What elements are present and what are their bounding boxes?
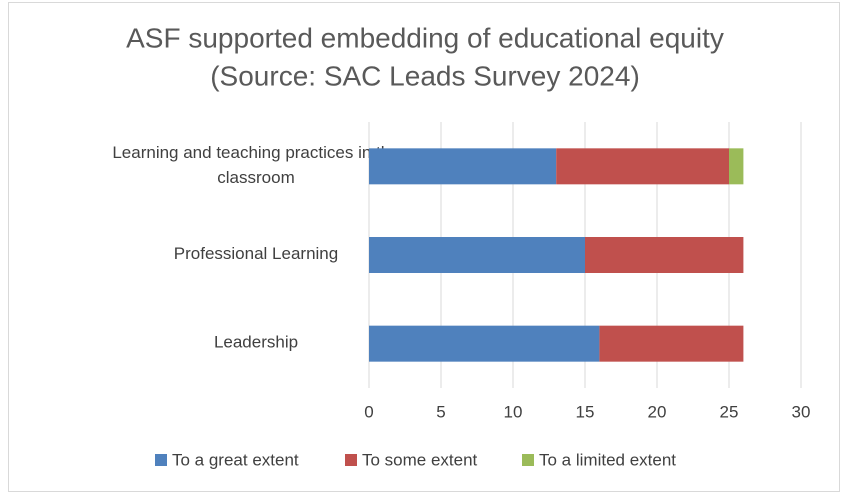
legend-swatch bbox=[522, 454, 534, 466]
x-tick-label: 30 bbox=[792, 402, 811, 421]
x-tick-label: 15 bbox=[576, 402, 595, 421]
chart-title: ASF supported embedding of educational e… bbox=[126, 22, 724, 53]
legend-swatch bbox=[155, 454, 167, 466]
bar-segment bbox=[729, 148, 744, 185]
bar-segment bbox=[369, 237, 585, 273]
x-tick-label: 0 bbox=[364, 402, 373, 421]
y-tick-label: Leadership bbox=[214, 333, 298, 352]
legend-item: To a limited extent bbox=[522, 450, 676, 469]
chart-subtitle: (Source: SAC Leads Survey 2024) bbox=[210, 60, 640, 91]
x-tick-label: 25 bbox=[720, 402, 739, 421]
bar-segment bbox=[369, 325, 600, 362]
legend-item: To a great extent bbox=[155, 450, 299, 469]
x-tick-label: 10 bbox=[504, 402, 523, 421]
y-tick-label: Professional Learning bbox=[174, 244, 338, 263]
bar-segment bbox=[585, 237, 744, 273]
legend-item: To some extent bbox=[345, 450, 478, 469]
bar-segment bbox=[369, 148, 557, 185]
legend-swatch bbox=[345, 454, 357, 466]
legend-label: To a great extent bbox=[172, 450, 299, 469]
bar-segment bbox=[556, 148, 729, 185]
legend-label: To a limited extent bbox=[539, 450, 676, 469]
x-tick-label: 20 bbox=[648, 402, 667, 421]
y-tick-label: Learning and teaching practices in the cl… bbox=[112, 143, 399, 187]
x-tick-label: 5 bbox=[436, 402, 445, 421]
bar-segment bbox=[599, 325, 744, 362]
legend-label: To some extent bbox=[362, 450, 478, 469]
